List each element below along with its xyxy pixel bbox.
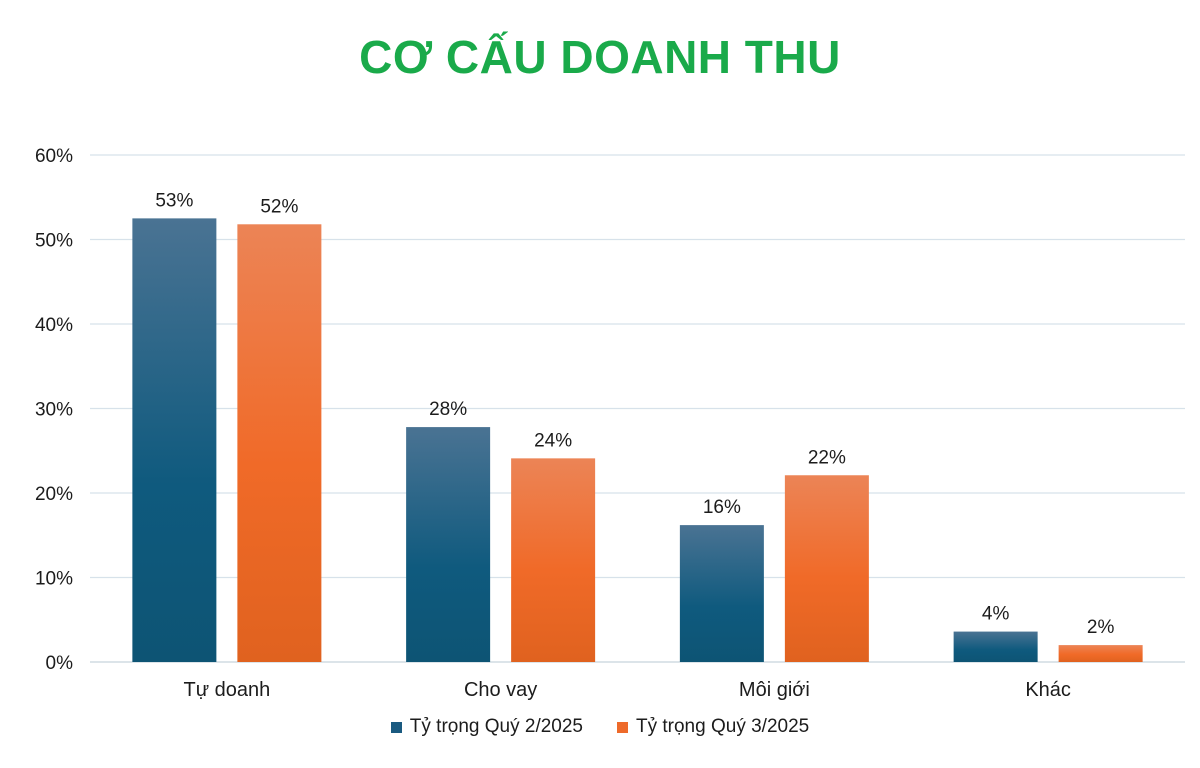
legend-item-q3: Tỷ trọng Quý 3/2025: [617, 716, 809, 738]
y-tick-label: 0%: [46, 653, 74, 674]
x-category-label: Cho vay: [464, 679, 537, 701]
bar-q3: [511, 458, 596, 662]
legend-label-q2: Tỷ trọng Quý 2/2025: [409, 716, 583, 737]
y-axis: 0% 10% 20% 30% 40% 50% 60%: [35, 146, 73, 674]
data-label-q3: 22%: [808, 447, 846, 468]
legend-swatch-q3: [617, 721, 628, 733]
bar-q2: [406, 427, 491, 662]
data-label-q3: 52%: [260, 196, 298, 217]
y-tick-label: 10%: [35, 569, 73, 590]
bar-q2: [132, 218, 217, 662]
data-label-q3: 2%: [1087, 617, 1115, 638]
x-category-label: Tự doanh: [183, 679, 270, 701]
chart-title: CƠ CẤU DOANH THU: [359, 31, 841, 83]
bar-q2: [953, 631, 1038, 662]
x-category-label: Khác: [1025, 679, 1071, 701]
legend-label-q3: Tỷ trọng Quý 3/2025: [636, 716, 810, 737]
y-tick-label: 50%: [35, 231, 73, 252]
data-label-q2: 16%: [703, 497, 741, 518]
x-axis: Tự doanh Cho vay Môi giới Khác: [183, 679, 1070, 701]
data-label-q3: 24%: [534, 430, 572, 451]
x-category-label: Môi giới: [739, 679, 810, 701]
y-tick-label: 30%: [35, 400, 73, 421]
data-label-q2: 53%: [155, 190, 193, 211]
bar-q2: [679, 525, 764, 662]
bars: 53% 52% 28% 24% 16% 22% 4% 2%: [132, 190, 1143, 663]
bar-q3: [1058, 645, 1143, 662]
y-tick-label: 40%: [35, 315, 73, 336]
bar-q3: [237, 224, 322, 663]
legend-swatch-q2: [390, 721, 402, 733]
data-label-q2: 4%: [982, 604, 1010, 625]
bar-chart: 0% 10% 20% 30% 40% 50% 60% 53% 52% 28% 24% 16% 22% 4…: [35, 146, 1185, 701]
y-tick-label: 60%: [35, 146, 73, 167]
y-tick-label: 20%: [35, 484, 73, 505]
legend: Tỷ trọng Quý 2/2025 Tỷ trọng Quý 3/2025: [0, 716, 1200, 738]
data-label-q2: 28%: [429, 399, 467, 420]
bar-q3: [784, 475, 869, 662]
legend-item-q2: Tỷ trọng Quý 2/2025: [390, 716, 583, 738]
